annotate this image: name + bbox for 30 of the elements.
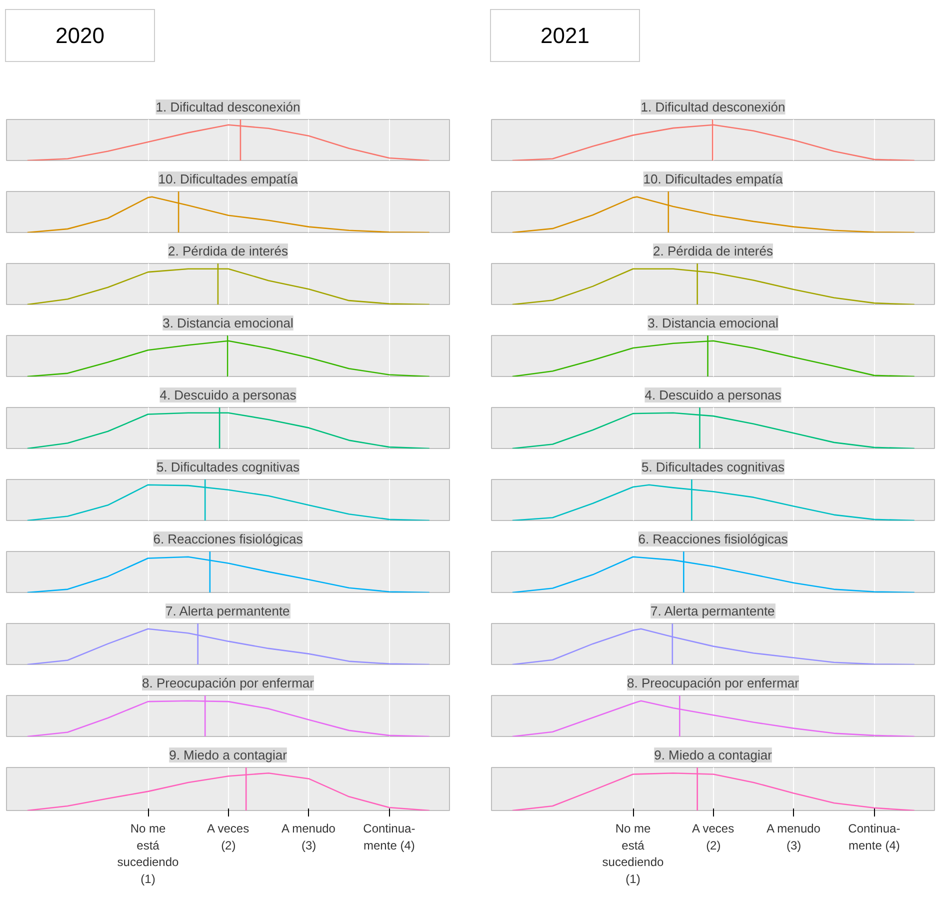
chart-title: 7. Alerta permantente [650,604,775,618]
text: 2021 [490,9,640,62]
chart-title: 5. Dificultades cognitivas [641,460,786,474]
chart-title: 9. Miedo a contagiar [169,748,288,762]
x-tick-label: A menudo (3) [281,822,336,852]
chart-title: 1. Dificultad desconexión [640,100,786,114]
chart-title: 3. Distancia emocional [162,316,294,330]
chart-title: 5. Dificultades cognitivas [156,460,300,474]
x-tick-label: Continua- mente (4) [848,822,900,852]
chart-title: 10. Dificultades empatía [158,172,298,186]
chart-title: 7. Alerta permantente [165,604,290,618]
x-tick-label: Continua- mente (4) [363,822,416,852]
chart-title: 9. Miedo a contagiar [654,748,773,762]
x-tick-label: A menudo (3) [766,822,821,852]
chart-title: 4. Descuido a personas [644,388,782,402]
chart-title: 6. Reacciones fisiológicas [638,532,788,546]
x-tick-label: A veces (2) [207,822,250,852]
chart-title: 2. Pérdida de interés [653,244,774,258]
text: 2020 [5,9,155,62]
chart-title: 8. Preocupación por enfermar [627,676,800,690]
chart-title: 6. Reacciones fisiológicas [153,532,304,546]
x-tick-label: A veces (2) [692,822,734,852]
chart-title: 1. Dificultad desconexión [156,100,300,114]
chart-title: 8. Preocupación por enfermar [142,676,315,690]
chart-title: 2. Pérdida de interés [168,244,288,258]
x-tick-label: No me está sucediendo (1) [602,822,664,886]
chart-title: 10. Dificultades empatía [643,172,784,186]
chart-title: 4. Descuido a personas [160,388,297,402]
x-tick-label: No me está sucediendo (1) [117,822,180,886]
chart-title: 3. Distancia emocional [648,316,779,330]
